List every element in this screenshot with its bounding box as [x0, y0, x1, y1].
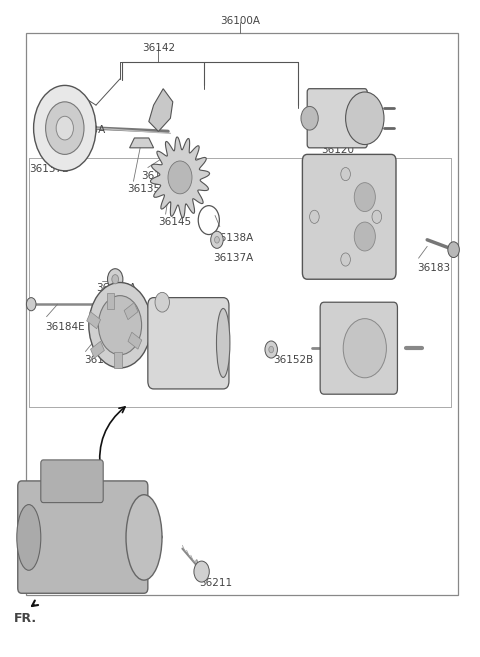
FancyBboxPatch shape: [320, 302, 397, 394]
Text: 36145: 36145: [158, 217, 192, 227]
Circle shape: [341, 168, 350, 181]
Circle shape: [155, 292, 169, 312]
Circle shape: [354, 183, 375, 212]
Ellipse shape: [216, 309, 230, 377]
Circle shape: [265, 341, 277, 358]
Circle shape: [56, 116, 73, 140]
Circle shape: [343, 319, 386, 378]
Bar: [107, 293, 114, 309]
Text: 36138A: 36138A: [214, 233, 254, 243]
Text: 36137A: 36137A: [214, 253, 254, 263]
Text: 36110: 36110: [312, 233, 345, 243]
Text: 36152B: 36152B: [274, 355, 314, 365]
Circle shape: [89, 283, 151, 368]
Circle shape: [341, 253, 350, 266]
Ellipse shape: [126, 495, 162, 580]
Circle shape: [310, 210, 319, 223]
Circle shape: [34, 85, 96, 171]
Circle shape: [301, 106, 318, 130]
Circle shape: [46, 102, 84, 154]
Circle shape: [372, 210, 382, 223]
Text: 36131A: 36131A: [142, 171, 182, 181]
FancyBboxPatch shape: [307, 89, 367, 148]
Polygon shape: [130, 138, 154, 148]
Text: 36100A: 36100A: [220, 16, 260, 26]
Text: 36143A: 36143A: [65, 125, 105, 135]
Text: 36135A: 36135A: [127, 184, 168, 194]
Ellipse shape: [17, 505, 41, 570]
Circle shape: [26, 298, 36, 311]
Text: 36146A: 36146A: [326, 378, 367, 388]
Circle shape: [112, 275, 119, 284]
Circle shape: [194, 561, 209, 582]
Text: 36150: 36150: [168, 368, 201, 378]
Text: 36120: 36120: [322, 145, 355, 154]
FancyBboxPatch shape: [302, 154, 396, 279]
Bar: [87, 312, 100, 328]
Circle shape: [211, 231, 223, 248]
Bar: [114, 352, 122, 368]
Bar: [91, 342, 104, 358]
Circle shape: [108, 269, 123, 290]
Text: 36137B: 36137B: [29, 164, 69, 174]
FancyBboxPatch shape: [18, 481, 148, 593]
Bar: [124, 303, 138, 320]
Circle shape: [346, 92, 384, 145]
Text: 36127A: 36127A: [96, 283, 136, 292]
Circle shape: [354, 222, 375, 251]
FancyBboxPatch shape: [148, 298, 229, 389]
Polygon shape: [149, 89, 173, 131]
Text: 36184E: 36184E: [46, 322, 85, 332]
Circle shape: [448, 242, 459, 258]
FancyBboxPatch shape: [41, 460, 103, 503]
Circle shape: [168, 161, 192, 194]
Text: 36211: 36211: [199, 578, 232, 588]
Circle shape: [215, 237, 219, 243]
Text: 36180A: 36180A: [84, 355, 124, 365]
Text: FR.: FR.: [13, 612, 36, 625]
Polygon shape: [151, 137, 210, 218]
Bar: [128, 332, 142, 350]
Text: 36183: 36183: [418, 263, 451, 273]
Circle shape: [98, 296, 142, 355]
Text: 36142: 36142: [142, 43, 175, 53]
Circle shape: [269, 346, 274, 353]
